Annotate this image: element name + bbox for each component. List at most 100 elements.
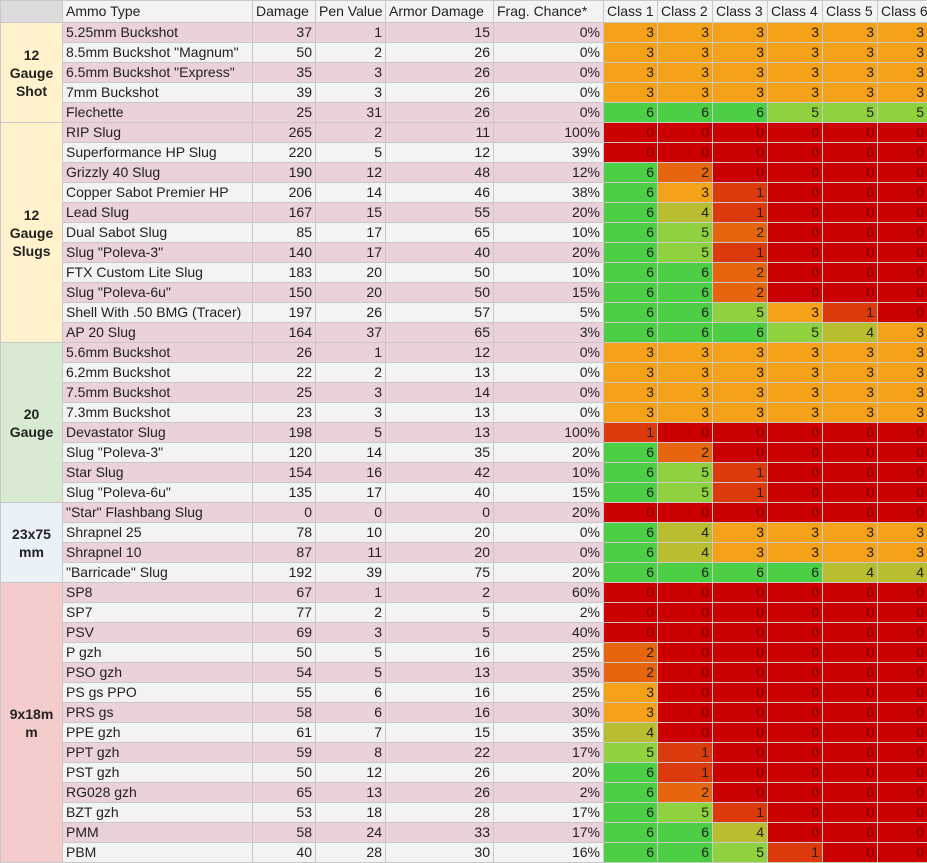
class-cell: 0 [878,503,927,523]
class-cell: 0 [823,263,878,283]
stat-cell: 8 [316,743,386,763]
class-cell: 3 [768,543,823,563]
class-cell: 4 [658,203,713,223]
stat-cell: 15 [386,723,494,743]
class-cell: 0 [768,723,823,743]
class-cell: 6 [658,823,713,843]
class-cell: 6 [658,283,713,303]
ammo-name: 8.5mm Buckshot "Magnum" [63,43,253,63]
stat-cell: 55 [386,203,494,223]
column-header: Damage [253,1,316,23]
stat-cell: 2 [316,123,386,143]
class-cell: 0 [713,703,768,723]
stat-cell: 26 [386,783,494,803]
class-cell: 6 [658,843,713,863]
class-cell: 3 [878,43,927,63]
stat-cell: 20 [316,283,386,303]
stat-cell: 12 [316,163,386,183]
stat-cell: 60% [494,583,604,603]
stat-cell: 2% [494,783,604,803]
class-cell: 0 [604,583,658,603]
stat-cell: 0% [494,363,604,383]
class-cell: 3 [713,63,768,83]
class-cell: 1 [658,743,713,763]
class-cell: 0 [658,643,713,663]
class-cell: 6 [604,163,658,183]
class-cell: 0 [768,463,823,483]
stat-cell: 26 [386,763,494,783]
stat-cell: 18 [316,803,386,823]
stat-cell: 50 [386,263,494,283]
class-cell: 3 [768,343,823,363]
class-cell: 0 [604,143,658,163]
class-cell: 3 [878,343,927,363]
class-cell: 0 [768,483,823,503]
class-cell: 3 [878,383,927,403]
column-header: Class 1 [604,1,658,23]
stat-cell: 17 [316,223,386,243]
ammo-name: 6.5mm Buckshot "Express" [63,63,253,83]
class-cell: 3 [878,523,927,543]
class-cell: 2 [713,283,768,303]
stat-cell: 17 [316,483,386,503]
class-cell: 3 [878,83,927,103]
class-cell: 3 [878,23,927,43]
class-cell: 4 [713,823,768,843]
stat-cell: 17% [494,823,604,843]
stat-cell: 77 [253,603,316,623]
class-cell: 0 [823,503,878,523]
stat-cell: 7 [316,723,386,743]
class-cell: 0 [823,223,878,243]
ammo-name: Slug "Poleva-6u" [63,483,253,503]
stat-cell: 3 [316,63,386,83]
stat-cell: 0 [386,503,494,523]
class-cell: 1 [823,303,878,323]
class-cell: 3 [823,83,878,103]
class-cell: 0 [658,603,713,623]
class-cell: 3 [823,43,878,63]
class-cell: 0 [823,143,878,163]
ammo-name: PSV [63,623,253,643]
stat-cell: 25 [253,383,316,403]
stat-cell: 14 [316,183,386,203]
class-cell: 1 [713,183,768,203]
stat-cell: 2 [316,43,386,63]
class-cell: 0 [658,723,713,743]
class-cell: 3 [768,303,823,323]
stat-cell: 0% [494,23,604,43]
class-cell: 0 [768,623,823,643]
stat-cell: 10% [494,223,604,243]
class-cell: 0 [878,803,927,823]
ammo-name: 5.6mm Buckshot [63,343,253,363]
stat-cell: 53 [253,803,316,823]
class-cell: 1 [713,203,768,223]
stat-cell: 23 [253,403,316,423]
stat-cell: 50 [253,763,316,783]
stat-cell: 13 [386,403,494,423]
class-cell: 3 [823,543,878,563]
class-cell: 0 [878,263,927,283]
class-cell: 0 [768,503,823,523]
stat-cell: 67 [253,583,316,603]
class-cell: 6 [713,563,768,583]
class-cell: 0 [878,583,927,603]
ammo-name: PMM [63,823,253,843]
stat-cell: 6 [316,683,386,703]
class-cell: 0 [713,763,768,783]
stat-cell: 25% [494,683,604,703]
stat-cell: 0% [494,403,604,423]
class-cell: 0 [823,243,878,263]
ammo-name: 5.25mm Buckshot [63,23,253,43]
